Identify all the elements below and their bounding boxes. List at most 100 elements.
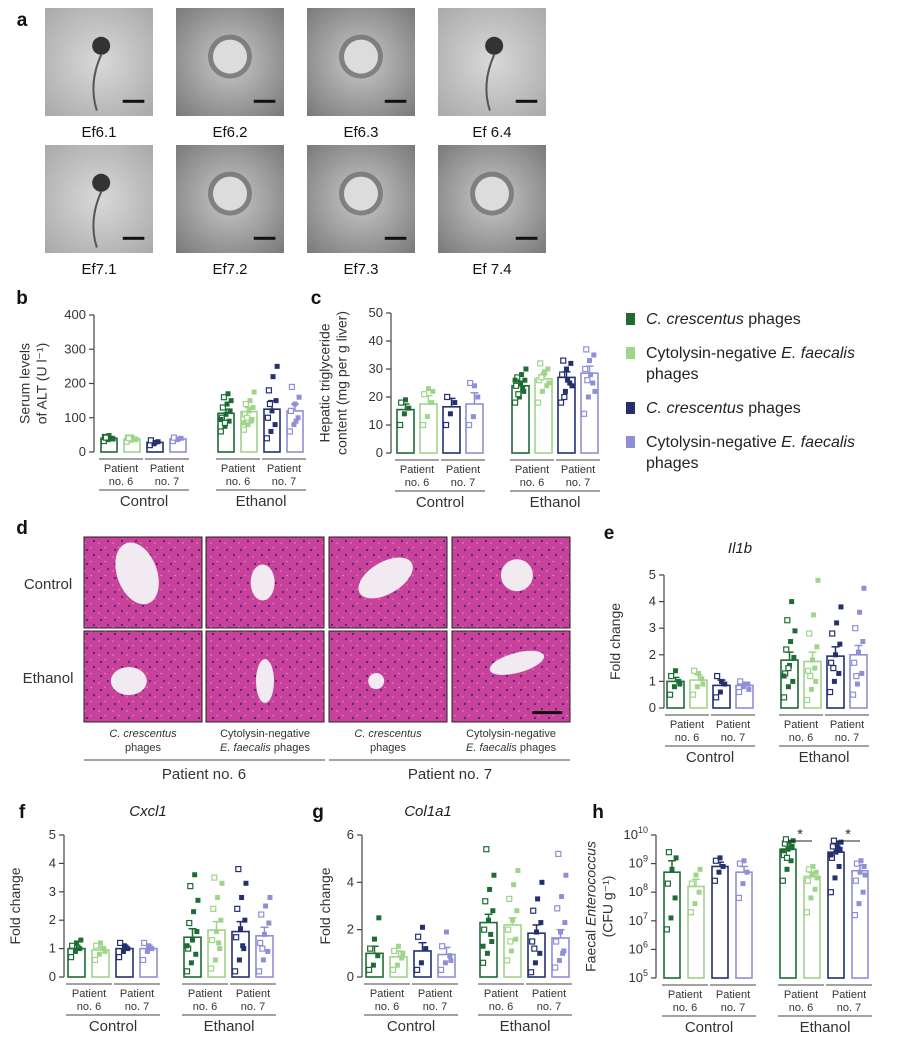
condition-label: Control [685,1019,733,1036]
data-point [535,896,541,902]
data-point [220,394,228,401]
data-point [719,678,724,684]
group-label: no. 6 [673,1002,697,1014]
data-point [531,945,538,952]
data-point [781,673,787,679]
data-point [224,401,230,407]
group-label: no. 6 [789,1002,813,1014]
data-point [838,604,844,610]
data-point [413,966,421,974]
y-tick-label: 107 [629,911,648,928]
data-point [235,865,242,873]
data-point [804,877,812,884]
condition-label: Ethanol [204,1018,255,1035]
data-point [831,678,837,684]
em-caption: Ef 7.4 [472,261,511,278]
data-point [518,380,523,386]
vessel-lumen [358,557,413,599]
group-label: no. 7 [721,1002,745,1014]
data-point [231,968,239,975]
data-point [214,929,219,935]
data-point [830,664,837,672]
data-point [699,676,705,682]
em-image [45,145,153,253]
bar [663,871,681,979]
data-point [519,372,525,378]
data-point [481,926,488,933]
data-point [785,664,792,672]
data-point [515,868,521,873]
group-label: Patient [400,464,434,476]
column-label: C. crescentus [109,728,177,740]
em-image [307,145,415,253]
y-tick-label: 2 [347,922,354,937]
data-point [538,920,544,926]
data-point [522,377,528,383]
data-point [532,960,538,966]
data-point [227,408,233,414]
data-point [444,929,449,935]
data-point [444,393,451,401]
data-point [557,399,565,406]
group-label: no. 6 [375,1001,399,1013]
data-point [512,377,518,383]
data-point [265,387,273,394]
vessel-lumen [500,559,533,592]
data-point [98,940,103,946]
group-label: Patient [830,719,864,731]
group-label: Patient [150,463,184,475]
data-point [295,415,301,421]
data-point [691,667,698,674]
data-point [488,931,494,937]
data-point [429,400,435,406]
group-label: no. 6 [193,1001,217,1013]
data-point [218,416,224,422]
data-point [152,439,158,445]
data-point [833,652,838,658]
data-point [389,966,397,974]
data-point [510,917,515,923]
y-axis-label: Serum levels [17,343,33,424]
data-point [365,966,373,974]
data-point [442,960,448,966]
data-point [722,681,728,687]
bar [851,869,869,979]
panel-label-c: c [311,288,322,309]
data-point [430,388,436,394]
data-point [856,649,861,655]
scale-bar [122,236,145,240]
histology-image [83,536,203,629]
data-point [221,419,229,426]
panel-label-d: d [16,518,28,539]
data-point [527,969,535,976]
y-tick-label: 5 [49,827,56,842]
data-point [668,915,674,921]
data-point [560,950,566,956]
data-point [215,894,221,900]
chart-title: Col1a1 [404,803,452,820]
data-point [102,948,108,954]
histology-image [205,630,325,723]
data-point [539,879,545,885]
y-axis-label: Hepatic triglyceride [317,323,333,442]
row-label: Control [24,576,72,593]
data-point [248,418,254,424]
data-point [856,901,862,907]
data-point [291,422,297,428]
panel-label-a: a [17,10,28,31]
data-point [437,966,445,974]
condition-label: Control [89,1018,137,1035]
data-point [712,694,720,701]
data-point [789,599,795,605]
data-point [714,672,721,680]
data-point [860,639,866,644]
data-point [228,398,234,404]
data-point [558,929,563,935]
data-point [564,366,569,372]
significance-mark: * [797,826,803,843]
data-point [250,404,256,410]
data-point [489,939,495,944]
y-tick-label: 40 [369,333,383,348]
data-point [241,420,247,426]
column-label: Cytolysin-negative [220,728,310,740]
